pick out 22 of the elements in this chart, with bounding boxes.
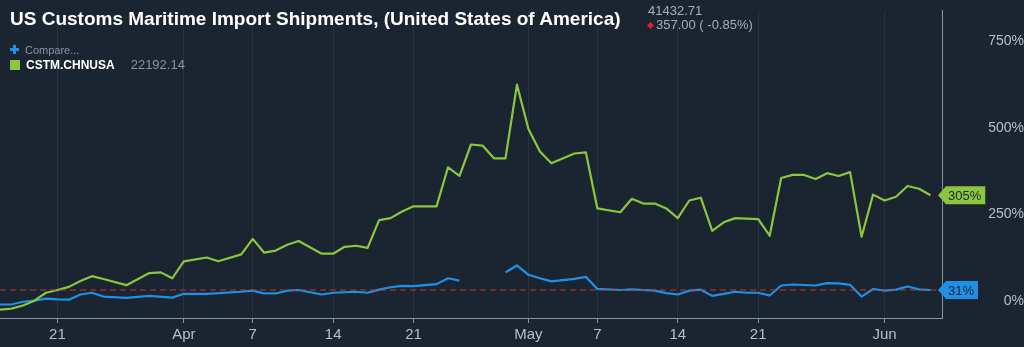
chart-title: US Customs Maritime Import Shipments, (United States of America) — [10, 8, 621, 30]
data-label: 305% — [948, 187, 982, 203]
x-tick-label: 21 — [49, 325, 66, 343]
x-tick-label: 7 — [593, 325, 602, 343]
x-tick-label: Apr — [172, 325, 196, 343]
x-tick-label: May — [514, 325, 544, 343]
x-tick-label: Jun — [872, 325, 897, 343]
annotation: Compare... — [25, 43, 80, 56]
annotation: 357.00 ( -0.85%) — [655, 17, 753, 32]
x-tick-label: 14 — [669, 325, 687, 343]
annotation: 41432.71 — [648, 3, 704, 18]
annotation: 22192.14 — [130, 57, 185, 72]
y-tick-label: 500% — [988, 118, 1024, 135]
x-tick-label: 21 — [405, 325, 422, 343]
y-tick-label: 750% — [988, 32, 1024, 49]
data-label: 31% — [948, 282, 975, 298]
x-tick-label: 7 — [248, 325, 257, 343]
legend-label: CSTM.CHNUSA — [26, 57, 115, 72]
x-tick-label: 21 — [749, 325, 767, 343]
y-tick-label: 0% — [1003, 291, 1024, 308]
x-tick-label: 14 — [324, 325, 342, 343]
y-tick-label: 250% — [988, 205, 1024, 222]
